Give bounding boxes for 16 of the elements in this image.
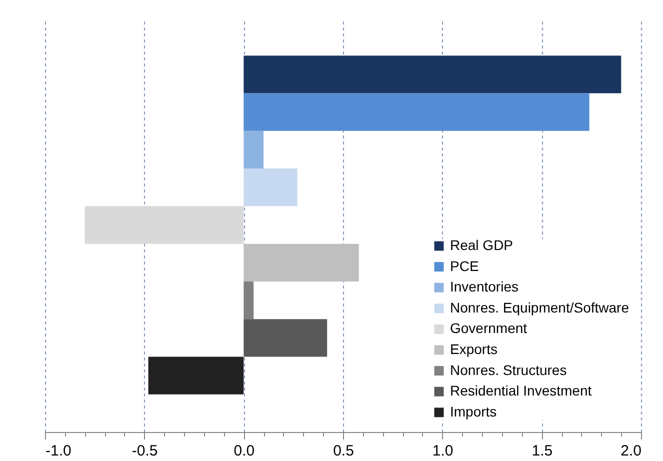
legend-label: Government bbox=[450, 320, 528, 336]
legend-label: Real GDP bbox=[450, 237, 514, 253]
x-tick-label: 1.0 bbox=[432, 442, 454, 460]
legend-label: PCE bbox=[450, 258, 479, 274]
x-tick-label: -1.0 bbox=[46, 442, 72, 460]
x-tick-label: -0.5 bbox=[132, 442, 158, 460]
legend-label: Exports bbox=[450, 341, 498, 357]
legend-label: Residential Investment bbox=[450, 382, 592, 399]
legend-label: Nonres. Structures bbox=[450, 362, 567, 378]
x-tick-label: 2.0 bbox=[620, 442, 642, 460]
legend-label: Nonres. Equipment/Software bbox=[450, 299, 630, 316]
x-tick-label: 0.5 bbox=[333, 442, 354, 460]
legend-label: Imports bbox=[450, 403, 497, 420]
x-tick-label: 0.0 bbox=[234, 442, 255, 460]
x-tick-label: 1.5 bbox=[532, 442, 553, 460]
legend-label: Inventories bbox=[450, 278, 518, 295]
